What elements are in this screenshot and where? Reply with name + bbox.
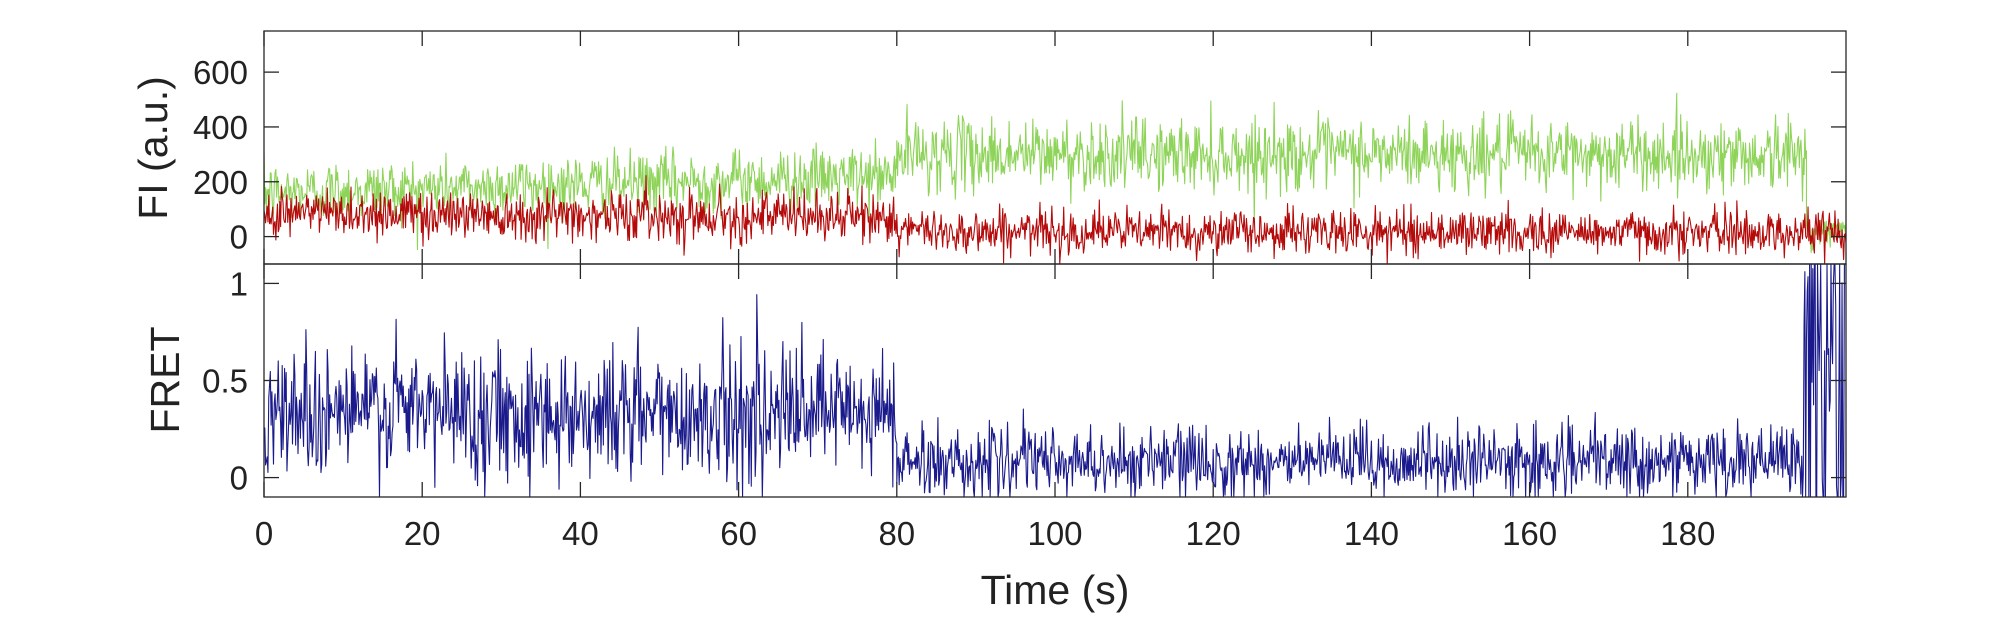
trace-series-0-0 xyxy=(264,92,1846,254)
top-panel: 0 200 400 600 FI (a.u.) xyxy=(130,30,1847,265)
y-tick-label: 0 xyxy=(230,460,248,497)
x-tick-label: 60 xyxy=(720,515,757,552)
y-tick-label: 0.5 xyxy=(202,363,248,400)
x-ticks: 0 20 40 60 80 100 120 140 160 180 xyxy=(255,31,1715,552)
x-tick-label: 80 xyxy=(878,515,915,552)
y-tick-label: 1 xyxy=(230,265,248,302)
x-tick-label: 0 xyxy=(255,515,273,552)
x-tick-label: 160 xyxy=(1502,515,1557,552)
bottom-y-axis-label: FRET xyxy=(142,326,188,433)
y-tick-label: 400 xyxy=(193,109,248,146)
trace-series-1-0 xyxy=(264,264,1846,497)
top-y-ticks: 0 200 400 600 xyxy=(193,54,1846,256)
bottom-y-ticks: 00.51 xyxy=(202,265,1846,497)
top-y-axis-label: FI (a.u.) xyxy=(130,76,176,220)
x-axis-label: Time (s) xyxy=(981,567,1130,613)
x-tick-label: 20 xyxy=(404,515,441,552)
x-tick-label: 140 xyxy=(1344,515,1399,552)
y-tick-label: 600 xyxy=(193,54,248,91)
y-tick-label: 0 xyxy=(230,219,248,256)
x-tick-label: 40 xyxy=(562,515,599,552)
x-tick-label: 180 xyxy=(1660,515,1715,552)
bottom-panel: 00.51 0 20 40 60 80 100 120 140 160 180 FRET Time… xyxy=(142,31,1847,613)
fret-trace xyxy=(264,264,1846,497)
x-tick-label: 120 xyxy=(1186,515,1241,552)
x-tick-label: 100 xyxy=(1027,515,1082,552)
fluorescence-traces xyxy=(264,92,1846,264)
y-tick-label: 200 xyxy=(193,164,248,201)
trace-series-0-1 xyxy=(264,175,1846,264)
